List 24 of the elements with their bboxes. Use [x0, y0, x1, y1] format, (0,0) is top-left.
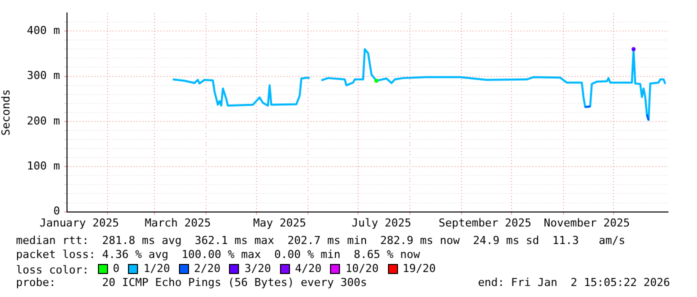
x-tick-label: November 2025	[544, 216, 630, 230]
x-tick-label: March 2025	[144, 216, 211, 230]
y-tick-label: 200 m	[26, 114, 60, 128]
legend-label: 0	[112, 262, 120, 275]
x-tick-label: September 2025	[438, 216, 532, 230]
y-tick-label: 100 m	[26, 159, 60, 172]
legend-label: 2/20	[194, 262, 220, 275]
x-tick-label: January 2025	[40, 216, 120, 230]
text: probe: 20 ICMP Echo Pings (56 Bytes) every 300s	[16, 276, 367, 289]
legend-label: 4/20	[294, 262, 322, 275]
y-tick-label: 300 m	[26, 69, 60, 82]
x-tick-label: July 2025	[352, 216, 412, 230]
legend-label: 1/20	[143, 262, 170, 275]
legend-label: 10/20	[345, 262, 379, 275]
y-tick-label: 400 m	[26, 24, 60, 37]
text: end: Fri Jan 2 15:05:22 2026	[478, 276, 670, 289]
y-tick-label: 0	[53, 204, 60, 218]
legend-label: 3/20	[244, 262, 271, 275]
text: packet loss: 4.36 % avg 100.00 % max 0.00 % min 8.65 % now	[16, 248, 420, 261]
legend-label: 19/20	[402, 262, 436, 275]
text: median rtt: 281.8 ms avg 362.1 ms max 202.7 ms min 282.9 ms now 24.9 ms sd 11.3 am/s	[16, 234, 626, 247]
x-tick-label: May 2025	[253, 216, 306, 230]
y-axis-title: Seconds	[0, 89, 12, 136]
text: loss color:	[16, 264, 89, 276]
